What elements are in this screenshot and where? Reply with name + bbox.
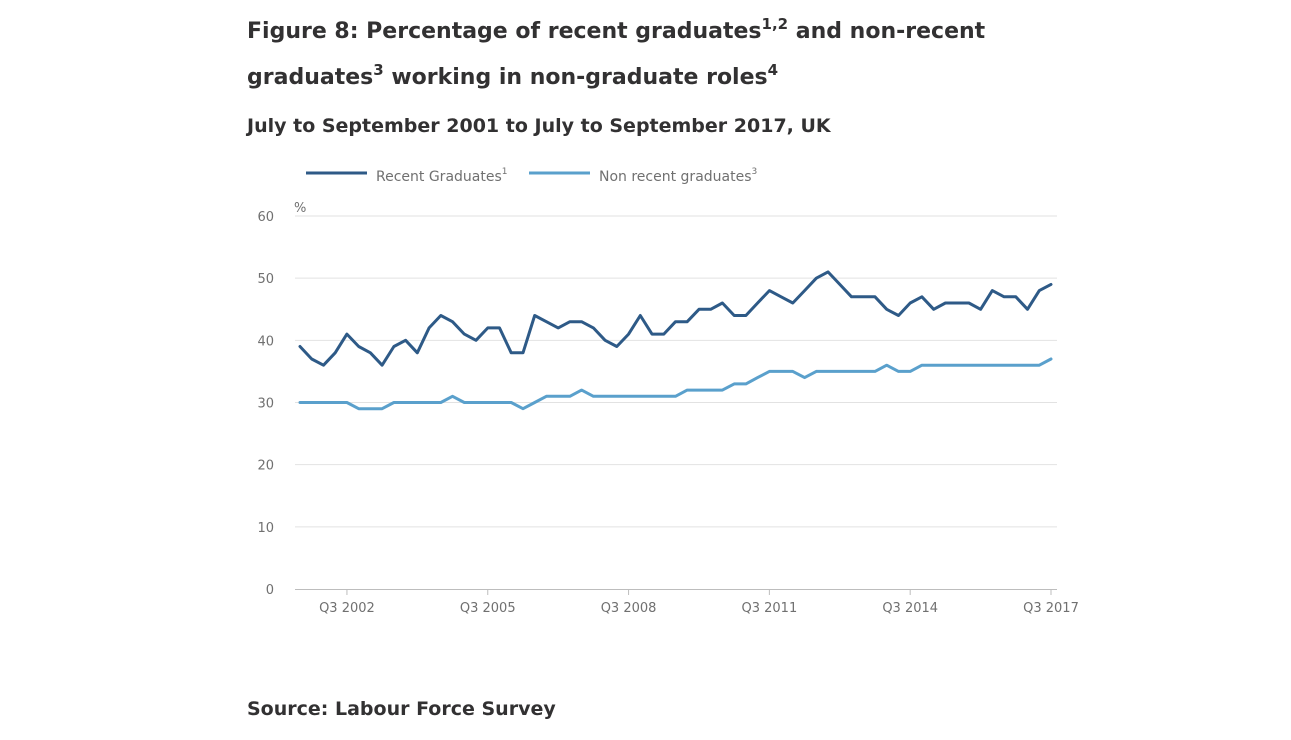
legend-label-2: Non recent graduates3 [599, 167, 757, 185]
gridlines [295, 215, 1057, 528]
x-tick-label: Q3 2008 [601, 601, 657, 616]
legend: Recent Graduates1 Non recent graduates3 [306, 167, 757, 185]
y-axis: 0 10 20 30 40 50 60% [257, 201, 306, 598]
y-tick-label: 20 [257, 459, 274, 474]
x-tick-label: Q3 2011 [742, 601, 798, 616]
source-note: Source: Labour Force Survey [247, 698, 556, 720]
x-axis: Q3 2002 Q3 2005 Q3 2008 Q3 2011 Q3 2014 Q3 20… [295, 589, 1079, 616]
x-tick-label: Q3 2014 [882, 601, 938, 616]
x-tick-label: Q3 2002 [319, 601, 375, 616]
x-tick-label: Q3 2005 [460, 601, 516, 616]
y-tick-label: 50 [257, 272, 274, 287]
y-tick-label: 60 [257, 210, 274, 225]
y-tick-label: 10 [257, 521, 274, 536]
plot-area [298, 270, 1053, 411]
y-tick-label: 0 [266, 583, 274, 598]
y-tick-label: 40 [257, 334, 274, 349]
x-tick-label: Q3 2017 [1023, 601, 1079, 616]
chart-title-line-1: Figure 8: Percentage of recent graduates… [247, 15, 986, 44]
chart-subtitle: July to September 2001 to July to Septem… [247, 115, 831, 137]
legend-label-1: Recent Graduates1 [376, 167, 508, 185]
series-line-2 [298, 357, 1053, 411]
chart-title-line-2: graduates3 working in non-graduate roles… [247, 61, 779, 90]
y-tick-label: 30 [257, 397, 274, 412]
series-line-1 [298, 270, 1053, 367]
y-axis-label: % [294, 201, 306, 216]
